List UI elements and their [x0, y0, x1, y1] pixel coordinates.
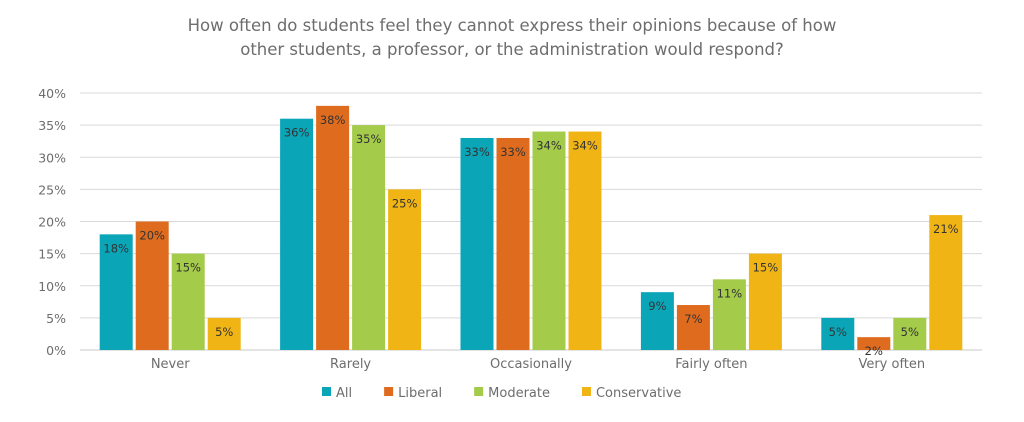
data-label: 35%: [356, 132, 382, 146]
bar: [821, 317, 855, 350]
x-tick-label: Occasionally: [490, 357, 572, 372]
bar: [640, 292, 674, 350]
data-label: 2%: [865, 344, 883, 358]
legend-label: Moderate: [488, 386, 550, 401]
bar: [857, 337, 891, 350]
y-tick-label: 25%: [38, 182, 66, 197]
data-label: 38%: [320, 113, 346, 127]
x-tick-label: Fairly often: [675, 357, 747, 372]
bar: [135, 221, 169, 350]
legend-swatch: [474, 387, 484, 396]
bar: [893, 317, 927, 350]
data-label: 9%: [648, 299, 666, 313]
data-label: 36%: [284, 126, 310, 140]
legend-label: Conservative: [596, 386, 681, 401]
bar: [676, 305, 710, 350]
bar: [280, 118, 314, 350]
data-label: 20%: [139, 229, 165, 243]
data-label: 25%: [392, 196, 418, 210]
bar: [352, 125, 386, 350]
data-label: 15%: [753, 261, 779, 275]
data-label: 7%: [684, 312, 702, 326]
y-tick-label: 15%: [38, 247, 66, 262]
y-tick-label: 30%: [38, 150, 66, 165]
legend-label: All: [336, 386, 352, 401]
legend-swatch: [384, 387, 394, 396]
data-label: 34%: [536, 139, 562, 153]
chart-title-line-2: other students, a professor, or the admi…: [240, 40, 784, 59]
data-label: 5%: [215, 325, 233, 339]
bar: [496, 137, 530, 350]
x-tick-label: Rarely: [330, 357, 371, 372]
y-tick-label: 5%: [46, 311, 66, 326]
chart-title: How often do students feel they cannot e…: [0, 14, 1024, 62]
data-label: 21%: [933, 222, 959, 236]
y-tick-label: 10%: [38, 279, 66, 294]
y-tick-label: 40%: [38, 86, 66, 101]
x-tick-label: Never: [151, 357, 190, 372]
bar: [568, 131, 602, 350]
data-label: 15%: [175, 261, 201, 275]
bar: [207, 317, 241, 350]
bar: [99, 234, 133, 350]
legend-label: Liberal: [398, 386, 442, 401]
y-tick-label: 20%: [38, 215, 66, 230]
data-label: 5%: [829, 325, 847, 339]
chart-title-line-1: How often do students feel they cannot e…: [187, 16, 837, 35]
data-label: 34%: [572, 139, 598, 153]
bar: [929, 215, 963, 350]
data-label: 5%: [901, 325, 919, 339]
bar: [388, 189, 422, 350]
legend-swatch: [581, 387, 591, 396]
bar: [532, 131, 566, 350]
y-tick-label: 35%: [38, 118, 66, 133]
data-label: 33%: [500, 145, 526, 159]
y-tick-label: 0%: [46, 343, 66, 358]
data-label: 33%: [464, 145, 490, 159]
x-tick-label: Very often: [858, 357, 925, 372]
bar: [171, 253, 205, 350]
legend-swatch: [322, 387, 331, 396]
data-label: 11%: [717, 286, 743, 300]
data-label: 18%: [103, 241, 129, 255]
bar: [712, 279, 746, 350]
bar: [748, 253, 782, 350]
bar: [460, 137, 494, 350]
bar: [316, 105, 350, 350]
